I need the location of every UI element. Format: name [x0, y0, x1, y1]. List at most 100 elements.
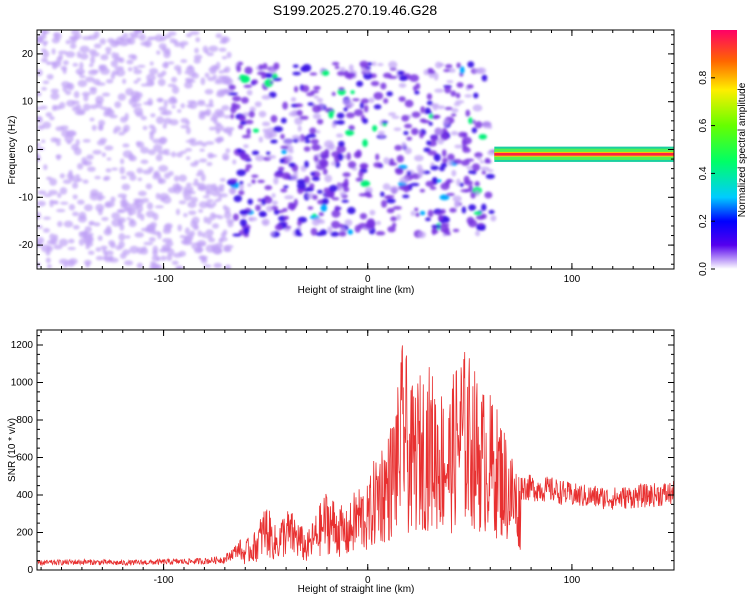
heatmap-cell [311, 144, 321, 151]
heatmap-cell [239, 120, 247, 125]
heatmap-cell [72, 194, 78, 200]
heatmap-cell [89, 220, 95, 226]
heatmap-cell [122, 128, 128, 134]
heatmap-cell [136, 77, 142, 82]
heatmap-cell [415, 212, 420, 217]
heatmap-cell [146, 73, 156, 82]
heatmap-cell [76, 178, 83, 182]
x-tick-label: 0 [365, 575, 371, 586]
spectrogram-x-label: Height of straight line (km) [298, 285, 415, 296]
heatmap-cell [156, 264, 163, 269]
heatmap-cell [162, 228, 172, 235]
heatmap-cell [187, 64, 194, 71]
heatmap-cell [345, 129, 355, 136]
snr-y-ticks: 0 200 400 600 800 1000 1200 [11, 335, 674, 576]
heatmap-cell [454, 144, 463, 149]
heatmap-cell [110, 72, 116, 80]
heatmap-cell [241, 134, 251, 139]
heatmap-cell [180, 59, 188, 63]
heatmap-cell [455, 92, 461, 99]
heatmap-cell [152, 266, 158, 269]
heatmap-cell [124, 37, 132, 42]
heatmap-cell [251, 150, 260, 156]
heatmap-cell [473, 92, 479, 99]
heatmap-cell [90, 69, 100, 74]
band-peak [494, 152, 674, 156]
heatmap-cell [41, 244, 51, 253]
heatmap-cell [263, 130, 270, 135]
heatmap-cell [152, 249, 158, 257]
heatmap-cell [459, 66, 465, 74]
heatmap-cell [142, 125, 148, 131]
heatmap-cell [347, 161, 357, 169]
heatmap-cell [430, 165, 439, 171]
heatmap-cell [104, 145, 114, 151]
heatmap-cell [200, 173, 206, 182]
heatmap-cell [128, 32, 139, 37]
heatmap-cell [239, 74, 247, 79]
heatmap-cell [346, 152, 351, 161]
heatmap-cell [304, 160, 309, 168]
heatmap-cell [470, 191, 476, 199]
heatmap-cell [316, 97, 324, 103]
heatmap-cell [490, 215, 497, 222]
heatmap-cell [403, 130, 409, 136]
heatmap-cell [257, 198, 263, 202]
heatmap-cell [156, 50, 161, 55]
heatmap-cell [334, 65, 340, 70]
heatmap-cell [347, 72, 356, 78]
heatmap-cell [68, 204, 76, 211]
heatmap-cell [437, 214, 444, 221]
heatmap-cell [266, 151, 271, 155]
heatmap-cell [280, 117, 287, 124]
heatmap-cell [46, 61, 51, 65]
heatmap-cell [426, 93, 433, 100]
heatmap-cell [255, 204, 261, 211]
heatmap-cell [257, 179, 265, 184]
heatmap-cell [163, 34, 172, 39]
heatmap-cell [101, 92, 111, 97]
heatmap-cell [488, 209, 495, 215]
heatmap-cell [472, 104, 483, 112]
heatmap-cell [201, 232, 207, 238]
heatmap-cell [476, 226, 486, 231]
heatmap-cell [456, 62, 461, 69]
heatmap-cell [289, 202, 296, 211]
heatmap-cell [219, 40, 227, 44]
heatmap-cell [307, 102, 314, 106]
heatmap-cell [258, 110, 267, 118]
heatmap-cell [212, 201, 217, 207]
heatmap-cell [475, 230, 481, 237]
heatmap-cell [222, 229, 228, 236]
heatmap-cell [60, 201, 69, 205]
heatmap-cell [313, 85, 321, 91]
heatmap-cell [312, 104, 322, 113]
heatmap-cell [394, 144, 403, 151]
heatmap-cell [388, 60, 398, 69]
heatmap-cell [264, 72, 274, 79]
heatmap-cell [306, 133, 317, 138]
heatmap-cell [145, 183, 153, 190]
heatmap-cell [347, 206, 356, 215]
heatmap-cell [46, 264, 52, 269]
heatmap-cell [404, 99, 414, 108]
snr-x-label: Height of straight line (km) [298, 584, 415, 595]
heatmap-cell [95, 203, 105, 212]
heatmap-cell [312, 213, 317, 217]
heatmap-cell [330, 161, 337, 166]
heatmap-cell [178, 200, 187, 205]
heatmap-cell [307, 206, 314, 210]
heatmap-cell [186, 156, 191, 161]
heatmap-cell [197, 185, 207, 192]
heatmap-cell [129, 174, 137, 181]
heatmap-cell [229, 127, 235, 131]
snr-line-area [37, 345, 674, 567]
heatmap-cell [428, 121, 433, 126]
heatmap-cell [425, 180, 435, 187]
heatmap-cell [160, 255, 167, 261]
heatmap-cell [445, 64, 453, 69]
heatmap-cell [410, 182, 420, 187]
heatmap-cell [382, 72, 392, 79]
heatmap-cell [184, 148, 193, 152]
heatmap-cell [372, 125, 378, 132]
